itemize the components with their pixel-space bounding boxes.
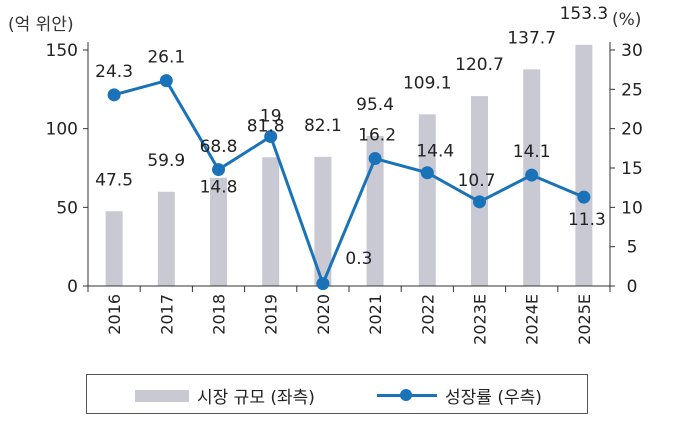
bar-2022 bbox=[418, 114, 436, 286]
right-tick-label-15: 15 bbox=[621, 159, 643, 179]
growth-point-2018 bbox=[212, 163, 225, 177]
growth-point-2025E bbox=[577, 190, 591, 204]
right-tick-label-20: 20 bbox=[621, 120, 643, 140]
growth-point-2021 bbox=[368, 152, 382, 166]
legend: 시장 규모 (좌측) 성장률 (우측) bbox=[86, 374, 588, 414]
growth-value-label-2021: 16.2 bbox=[358, 126, 396, 146]
bar-value-label-2021: 95.4 bbox=[356, 95, 394, 115]
growth-value-label-2025E: 11.3 bbox=[568, 210, 606, 230]
bar-2018 bbox=[210, 177, 227, 286]
bar-value-label-2022: 109.1 bbox=[403, 73, 452, 93]
bar-2016 bbox=[105, 211, 123, 286]
bar-value-label-2020: 82.1 bbox=[304, 116, 342, 136]
x-tick-label-2019: 2019 bbox=[262, 294, 281, 335]
growth-point-2017 bbox=[159, 74, 173, 88]
right-tick-label-0: 0 bbox=[627, 277, 638, 297]
growth-rate-line bbox=[113, 79, 585, 286]
bar-value-label-2023E: 120.7 bbox=[455, 55, 504, 75]
right-tick-label-25: 25 bbox=[621, 80, 643, 100]
x-tick-label-2021: 2021 bbox=[366, 294, 385, 335]
growth-value-label-2018: 14.8 bbox=[200, 178, 238, 198]
right-axis-unit: (%) bbox=[612, 10, 642, 30]
bar-2017 bbox=[157, 191, 175, 286]
bar-2020 bbox=[314, 156, 332, 286]
bar-value-label-2016: 47.5 bbox=[95, 170, 133, 190]
bar-value-label-2019: 81.8 bbox=[247, 116, 285, 136]
x-tick-label-2018: 2018 bbox=[210, 294, 229, 335]
bar-2023E bbox=[471, 96, 488, 286]
growth-value-label-2017: 26.1 bbox=[147, 48, 185, 68]
x-tick-label-2020: 2020 bbox=[314, 294, 333, 335]
x-tick-label-2017: 2017 bbox=[157, 294, 176, 335]
growth-point-2022 bbox=[420, 166, 434, 180]
left-tick-label-50: 50 bbox=[56, 198, 78, 218]
growth-point-2020 bbox=[316, 277, 330, 291]
growth-point-2023E bbox=[473, 195, 486, 209]
right-tick-label-30: 30 bbox=[621, 41, 643, 61]
legend-bar-label: 시장 규모 (좌측) bbox=[197, 388, 315, 408]
right-tick-label-10: 10 bbox=[621, 198, 643, 218]
x-tick-label-2023E: 2023E bbox=[471, 294, 490, 345]
bar-value-label-2025E: 153.3 bbox=[560, 4, 609, 24]
x-tick-label-2016: 2016 bbox=[105, 294, 124, 335]
bar-2021 bbox=[366, 135, 384, 286]
bar-value-label-2017: 59.9 bbox=[147, 151, 185, 171]
growth-point-2016 bbox=[107, 88, 121, 102]
growth-value-label-2020: 0.3 bbox=[345, 249, 372, 269]
left-tick-label-0: 0 bbox=[67, 277, 78, 297]
legend-line-label: 성장률 (우측) bbox=[445, 388, 542, 408]
growth-value-label-2023E: 10.7 bbox=[458, 171, 496, 191]
legend-bar-swatch bbox=[135, 390, 189, 402]
growth-value-label-2019: 19 bbox=[260, 107, 282, 127]
left-tick-label-150: 150 bbox=[46, 41, 78, 61]
bar-value-label-2024E: 137.7 bbox=[507, 28, 556, 48]
x-tick-label-2024E: 2024E bbox=[523, 294, 542, 345]
growth-point-2019 bbox=[264, 130, 278, 144]
bar-2019 bbox=[262, 157, 280, 286]
left-axis-unit: (억 위안) bbox=[8, 15, 74, 35]
growth-value-label-2016: 24.3 bbox=[95, 62, 133, 82]
x-tick-label-2025E: 2025E bbox=[575, 294, 594, 345]
bar-value-label-2018: 68.8 bbox=[200, 137, 238, 157]
growth-point-2024E bbox=[525, 168, 539, 182]
growth-value-label-2024E: 14.1 bbox=[513, 142, 551, 162]
x-tick-label-2022: 2022 bbox=[418, 294, 437, 335]
growth-value-label-2022: 14.4 bbox=[416, 142, 454, 162]
legend-line-marker bbox=[400, 389, 412, 401]
bar-2025E bbox=[575, 44, 593, 286]
left-tick-label-100: 100 bbox=[46, 120, 78, 140]
right-tick-label-5: 5 bbox=[627, 238, 638, 258]
